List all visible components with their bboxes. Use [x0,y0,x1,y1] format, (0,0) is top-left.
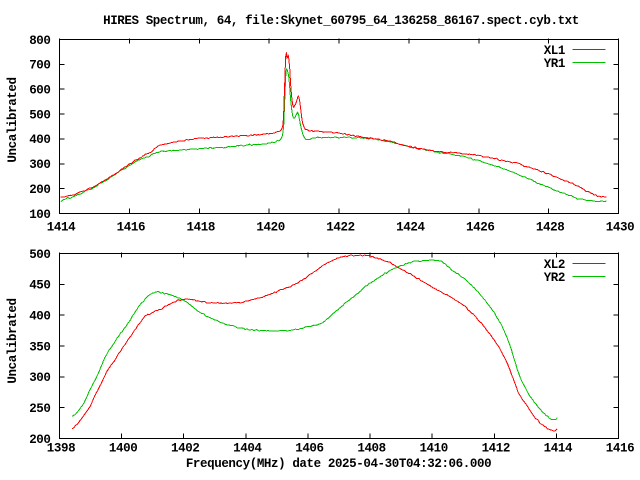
svg-text:YR2: YR2 [544,271,565,285]
svg-text:200: 200 [29,183,50,197]
svg-text:1402: 1402 [171,442,199,456]
svg-text:700: 700 [29,59,50,73]
svg-text:1416: 1416 [606,442,634,456]
svg-text:XL1: XL1 [544,44,565,58]
svg-text:400: 400 [29,133,50,147]
svg-text:YR1: YR1 [544,57,565,71]
svg-text:1424: 1424 [396,221,425,235]
svg-text:XL2: XL2 [544,258,565,272]
svg-text:1414: 1414 [544,442,573,456]
svg-text:1400: 1400 [109,442,137,456]
svg-text:1414: 1414 [47,221,76,235]
svg-text:1406: 1406 [295,442,323,456]
svg-text:HIRES Spectrum, 64, file:Skyne: HIRES Spectrum, 64, file:Skynet_60795_64… [103,14,579,28]
svg-text:1408: 1408 [357,442,385,456]
svg-text:1416: 1416 [117,221,145,235]
svg-text:1418: 1418 [187,221,215,235]
svg-text:1422: 1422 [326,221,354,235]
svg-text:450: 450 [29,279,50,293]
svg-text:Uncalibrated: Uncalibrated [6,77,20,162]
svg-text:800: 800 [29,34,50,48]
svg-text:1430: 1430 [606,221,634,235]
svg-text:400: 400 [29,309,50,323]
svg-text:100: 100 [29,208,50,222]
svg-text:500: 500 [29,248,50,262]
svg-text:1410: 1410 [419,442,447,456]
svg-text:500: 500 [29,108,50,122]
svg-text:300: 300 [29,158,50,172]
svg-text:350: 350 [29,340,50,354]
svg-text:600: 600 [29,84,50,98]
svg-text:1412: 1412 [482,442,510,456]
svg-text:Frequency(MHz) date 2025-04-30: Frequency(MHz) date 2025-04-30T04:32:06.… [186,457,491,471]
svg-text:1420: 1420 [256,221,284,235]
svg-text:1404: 1404 [233,442,262,456]
svg-text:300: 300 [29,371,50,385]
svg-text:250: 250 [29,402,50,416]
svg-text:Uncalibrated: Uncalibrated [6,298,20,383]
svg-text:1398: 1398 [47,442,75,456]
svg-text:1428: 1428 [536,221,564,235]
svg-text:1426: 1426 [466,221,494,235]
svg-text:200: 200 [29,433,50,447]
